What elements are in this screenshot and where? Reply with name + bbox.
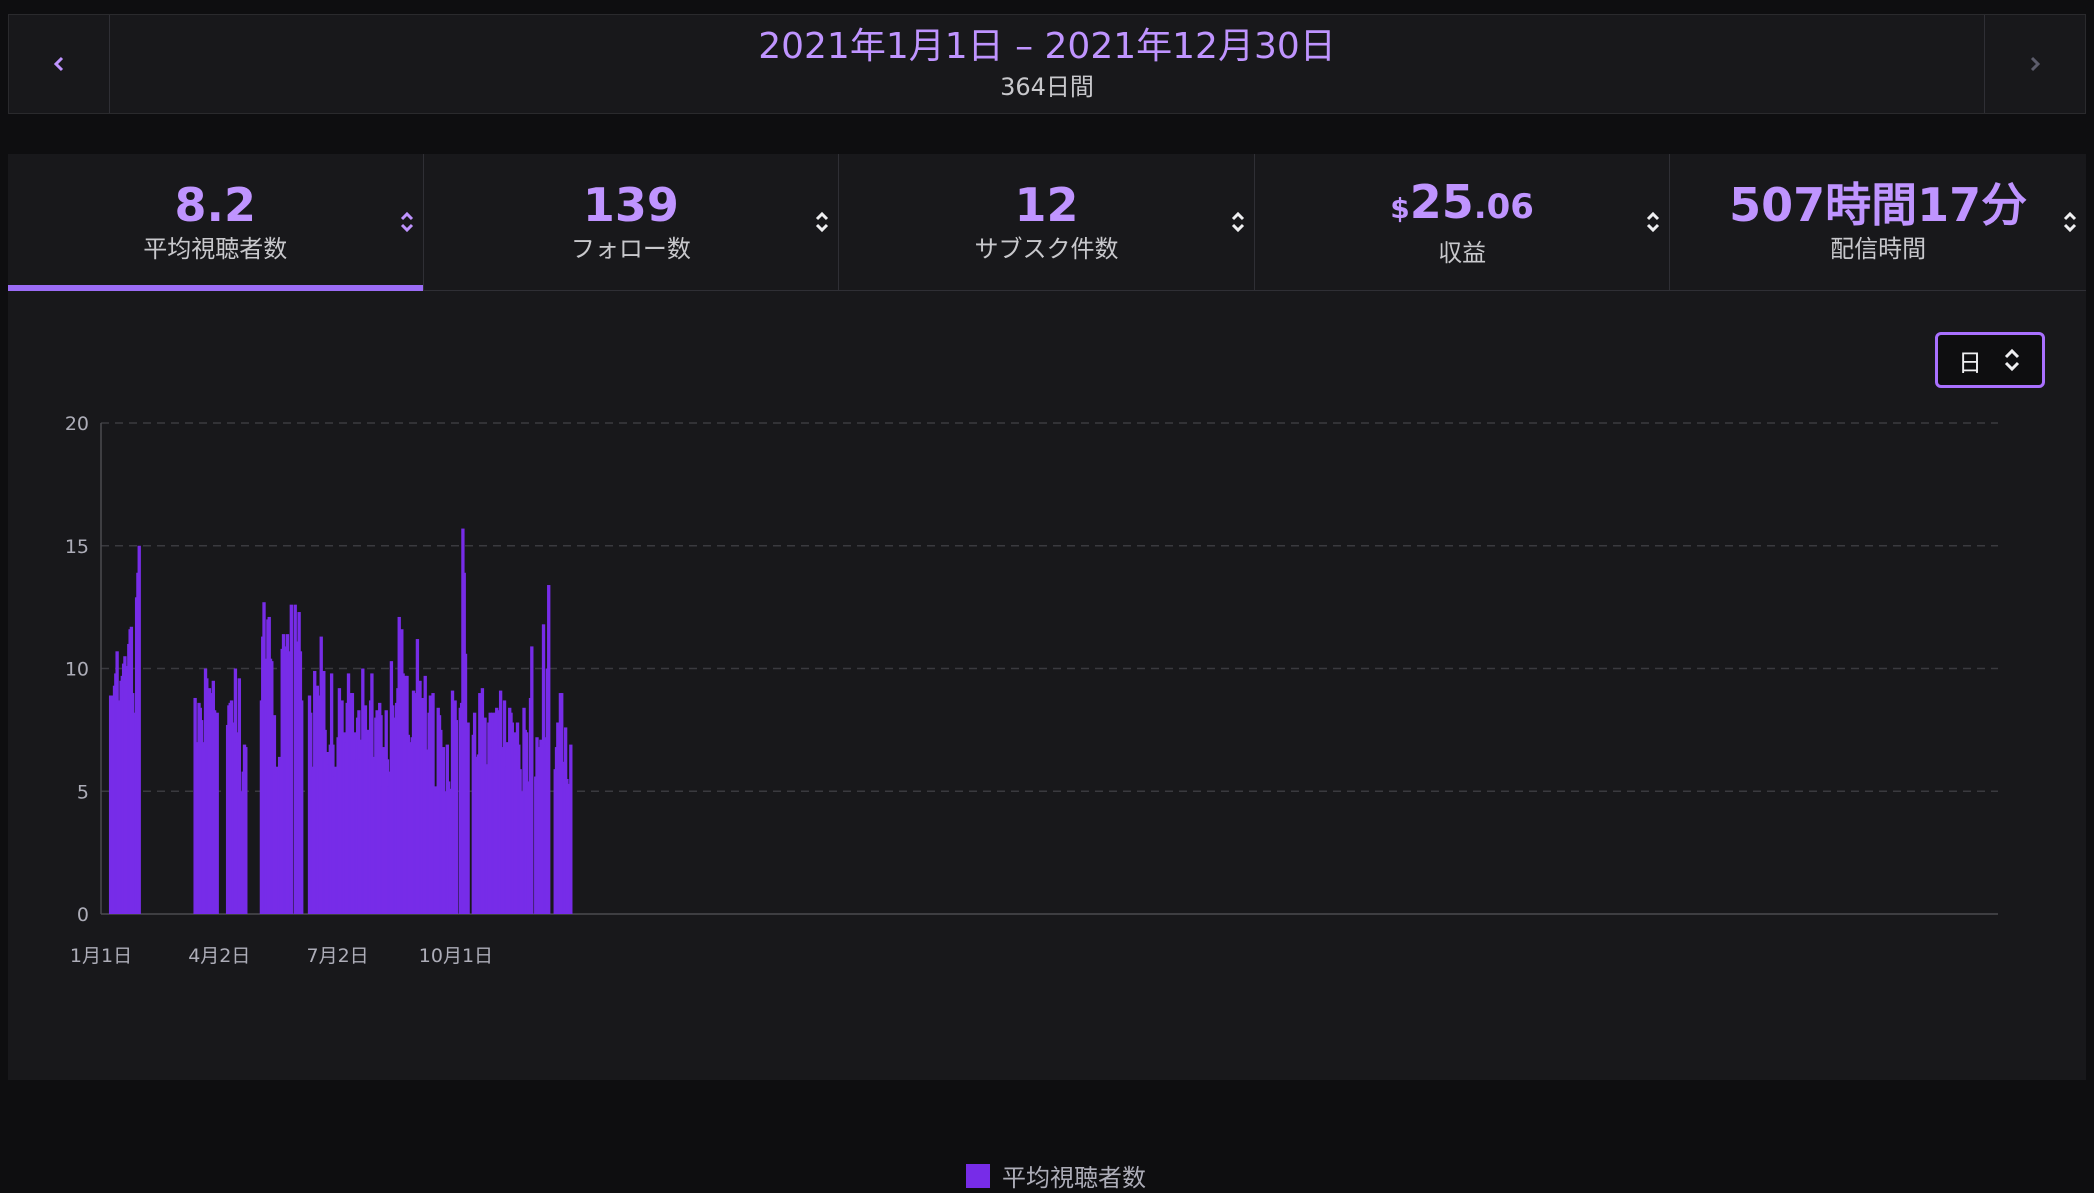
stream-time-label: 配信時間	[1830, 235, 1927, 263]
bar	[505, 742, 509, 914]
tab-follows[interactable]: 139 フォロー数	[424, 154, 840, 290]
sort-icon	[1231, 211, 1244, 233]
bar	[443, 791, 447, 914]
bar	[289, 604, 293, 914]
stats-panel: 8.2 平均視聴者数 139 フォロー数 12 サブスク件数 $25.06	[8, 154, 2086, 1192]
revenue-label: 収益	[1438, 238, 1487, 267]
y-tick-label: 0	[77, 904, 89, 926]
bar	[300, 700, 304, 914]
subscriptions-value: 12	[1014, 178, 1079, 232]
date-range-bar: 2021年1月1日 – 2021年12月30日 364日間	[8, 14, 2086, 114]
bar	[530, 646, 534, 914]
bar	[524, 732, 529, 914]
bar	[237, 678, 241, 914]
tab-revenue[interactable]: $25.06 収益	[1255, 154, 1671, 290]
chevron-right-icon	[2030, 56, 2041, 72]
next-period-button[interactable]	[1984, 15, 2085, 113]
average-viewers-value: 8.2	[174, 178, 257, 232]
date-range-display: 2021年1月1日 – 2021年12月30日 364日間	[109, 15, 1985, 113]
x-tick-label: 7月2日	[307, 945, 369, 967]
bar	[569, 744, 573, 914]
bar	[433, 786, 438, 914]
bar	[132, 712, 136, 914]
sort-icon	[400, 211, 413, 233]
y-tick-label: 15	[65, 536, 89, 558]
sort-icon	[1647, 211, 1660, 233]
tab-subscriptions[interactable]: 12 サブスク件数	[839, 154, 1255, 290]
legend-label: 平均視聴者数	[1002, 1164, 1146, 1192]
bar	[547, 585, 551, 914]
revenue-value: $25.06	[1390, 176, 1534, 235]
average-viewers-chart: 0 5 10 15 20 1月1日 4月2日 7月2日 10月1日	[65, 413, 1998, 967]
subscriptions-label: サブスク件数	[974, 235, 1119, 263]
metric-tabs: 8.2 平均視聴者数 139 フォロー数 12 サブスク件数 $25.06	[8, 154, 2086, 291]
chevron-left-icon	[53, 56, 64, 72]
bar	[466, 722, 470, 914]
bar	[519, 791, 524, 914]
stream-time-value: 507時間17分	[1729, 178, 2028, 232]
x-tick-label: 1月1日	[70, 945, 132, 967]
x-tick-label: 4月2日	[188, 945, 250, 967]
bar	[407, 742, 412, 914]
chart-legend: 平均視聴者数	[966, 1158, 1146, 1193]
bar	[454, 720, 459, 914]
follows-value: 139	[582, 178, 679, 232]
sort-icon	[2063, 211, 2077, 233]
revenue-currency: $	[1390, 191, 1410, 225]
bar	[231, 722, 235, 914]
bar	[215, 712, 219, 914]
revenue-amount: 25	[1409, 174, 1474, 229]
bar	[275, 766, 279, 914]
legend-swatch	[966, 1163, 990, 1188]
revenue-cents: .06	[1473, 186, 1534, 227]
tab-average-viewers[interactable]: 8.2 平均視聴者数	[8, 154, 424, 291]
follows-label: フォロー数	[570, 235, 691, 263]
y-tick-label: 10	[65, 659, 89, 681]
interval-select[interactable]: 日	[1935, 332, 2045, 388]
tab-stream-time[interactable]: 507時間17分 配信時間	[1670, 154, 2086, 290]
sort-icon	[816, 211, 829, 233]
date-range-text: 2021年1月1日 – 2021年12月30日	[758, 26, 1336, 67]
bar	[431, 693, 435, 914]
bar	[137, 545, 141, 914]
sort-chevrons-icon	[2004, 348, 2020, 372]
y-tick-label: 20	[65, 413, 89, 435]
interval-select-value: 日	[1958, 348, 1982, 377]
x-tick-label: 10月1日	[419, 945, 493, 967]
average-viewers-label: 平均視聴者数	[143, 235, 288, 263]
previous-period-button[interactable]	[9, 15, 110, 113]
bar	[244, 747, 248, 914]
date-range-days: 364日間	[1000, 73, 1094, 101]
y-tick-label: 5	[77, 781, 89, 803]
bar	[381, 747, 386, 914]
